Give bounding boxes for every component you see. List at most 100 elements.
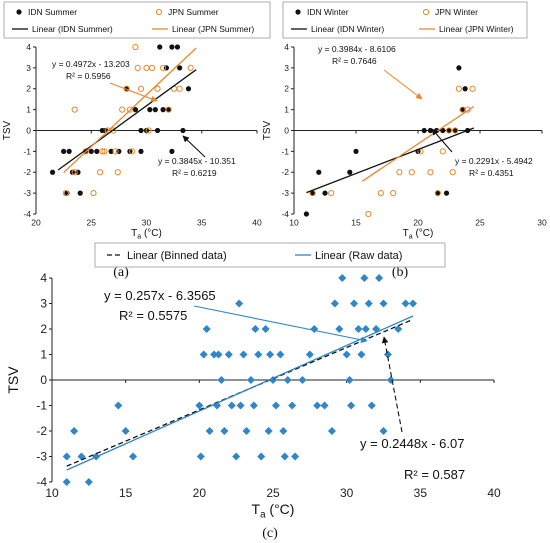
data-point bbox=[361, 325, 370, 333]
y-axis-label: TSV bbox=[5, 366, 21, 394]
y-tick-label: 0 bbox=[40, 373, 47, 387]
y-tick-label: 0 bbox=[26, 125, 31, 135]
data-point bbox=[16, 9, 22, 15]
legend-label: Linear (JPN Summer) bbox=[172, 24, 254, 34]
data-point bbox=[134, 64, 141, 71]
annotation-arrow bbox=[431, 128, 453, 153]
data-point bbox=[264, 427, 273, 435]
data-point bbox=[224, 350, 233, 359]
legend-label: IDN Winter bbox=[307, 7, 349, 17]
data-point bbox=[283, 376, 292, 384]
panel-caption: (b) bbox=[392, 265, 409, 280]
data-point bbox=[143, 64, 150, 71]
data-point bbox=[327, 427, 336, 435]
data-point bbox=[148, 64, 156, 71]
data-point bbox=[202, 325, 211, 333]
data-point bbox=[187, 64, 194, 71]
data-point bbox=[138, 148, 144, 154]
annotation-text: R² = 0.587 bbox=[404, 467, 465, 482]
data-point bbox=[99, 148, 106, 155]
y-tick-label: -3 bbox=[36, 450, 47, 464]
legend-label: JPN Summer bbox=[168, 7, 219, 17]
data-point bbox=[232, 452, 241, 461]
data-point bbox=[434, 190, 441, 197]
data-point bbox=[205, 427, 214, 435]
x-tick-label: 25 bbox=[266, 486, 280, 500]
data-point bbox=[195, 401, 204, 410]
annotation-arrow bbox=[193, 305, 368, 344]
y-tick-label: 1 bbox=[26, 105, 31, 115]
data-point bbox=[239, 350, 248, 359]
legend-label: Linear (IDN Summer) bbox=[32, 24, 113, 34]
x-axis-label-sub: a bbox=[137, 234, 141, 241]
chart-b: 10 15 20 25 30 -4 -3 -2 -1 0 1 2 3 4 Ta (°C) TSV (b) IDN … bbox=[262, 1, 547, 280]
data-point bbox=[350, 299, 359, 308]
y-tick-label: -2 bbox=[281, 167, 289, 177]
x-tick-label: 20 bbox=[193, 486, 207, 500]
data-point bbox=[365, 210, 372, 218]
data-point bbox=[310, 190, 316, 196]
data-point bbox=[169, 148, 175, 154]
x-tick-label: 15 bbox=[119, 486, 133, 500]
data-point bbox=[446, 127, 452, 134]
data-point bbox=[62, 478, 71, 486]
data-point bbox=[401, 299, 410, 308]
x-tick-label: 25 bbox=[475, 218, 485, 228]
x-tick-label: 40 bbox=[252, 218, 262, 228]
data-point bbox=[379, 299, 388, 308]
legend-label: Linear (IDN Winter) bbox=[311, 24, 384, 34]
annotation-text: R² = 0.6219 bbox=[172, 168, 217, 178]
data-point bbox=[177, 65, 183, 71]
data-point bbox=[320, 401, 329, 410]
trendline bbox=[66, 315, 414, 471]
legend-box bbox=[94, 242, 446, 268]
legend-label: Linear (JPN Winter) bbox=[439, 24, 514, 34]
data-point bbox=[462, 86, 468, 92]
data-point bbox=[132, 43, 139, 51]
data-point bbox=[455, 85, 463, 92]
y-tick-label: -3 bbox=[23, 188, 31, 198]
data-point bbox=[427, 169, 434, 176]
data-point bbox=[251, 325, 260, 333]
x-axis-label-sub: a bbox=[260, 510, 266, 521]
data-point bbox=[445, 127, 453, 134]
data-point bbox=[452, 127, 458, 134]
data-point bbox=[305, 350, 314, 359]
x-tick-label: 25 bbox=[87, 218, 97, 228]
y-tick-label: 2 bbox=[40, 322, 47, 336]
data-point bbox=[435, 190, 441, 196]
annotation-arrow bbox=[383, 69, 423, 100]
data-point bbox=[261, 325, 270, 333]
data-point bbox=[166, 107, 172, 113]
data-point bbox=[96, 169, 104, 176]
y-tick-label: 1 bbox=[284, 105, 289, 115]
data-point bbox=[360, 274, 369, 282]
x-axis-label-main: T bbox=[252, 501, 261, 517]
x-axis-label-unit: (°C) bbox=[266, 501, 295, 517]
y-tick-label: 3 bbox=[40, 297, 47, 311]
data-point bbox=[303, 211, 309, 217]
panel-caption: (a) bbox=[113, 265, 129, 280]
data-point bbox=[145, 127, 152, 134]
data-point bbox=[84, 478, 93, 486]
data-point bbox=[396, 169, 403, 176]
series-jpn-summer bbox=[62, 43, 194, 197]
data-point bbox=[129, 148, 136, 155]
data-point bbox=[353, 148, 359, 154]
data-point bbox=[288, 401, 297, 410]
legend-label: IDN Summer bbox=[28, 7, 77, 17]
annotation-arrow bbox=[182, 135, 206, 158]
data-point bbox=[443, 190, 450, 196]
x-axis-label: Ta (°C) bbox=[131, 228, 162, 241]
data-point bbox=[61, 148, 67, 154]
y-axis-label: TSV bbox=[262, 120, 273, 140]
data-point bbox=[160, 107, 166, 113]
data-point bbox=[347, 169, 353, 175]
data-point bbox=[217, 376, 226, 384]
data-point bbox=[77, 190, 83, 196]
data-point bbox=[199, 350, 208, 359]
y-tick-label: -4 bbox=[23, 209, 31, 219]
y-tick-label: -1 bbox=[23, 146, 31, 156]
data-point bbox=[280, 452, 289, 461]
data-point bbox=[108, 148, 114, 154]
